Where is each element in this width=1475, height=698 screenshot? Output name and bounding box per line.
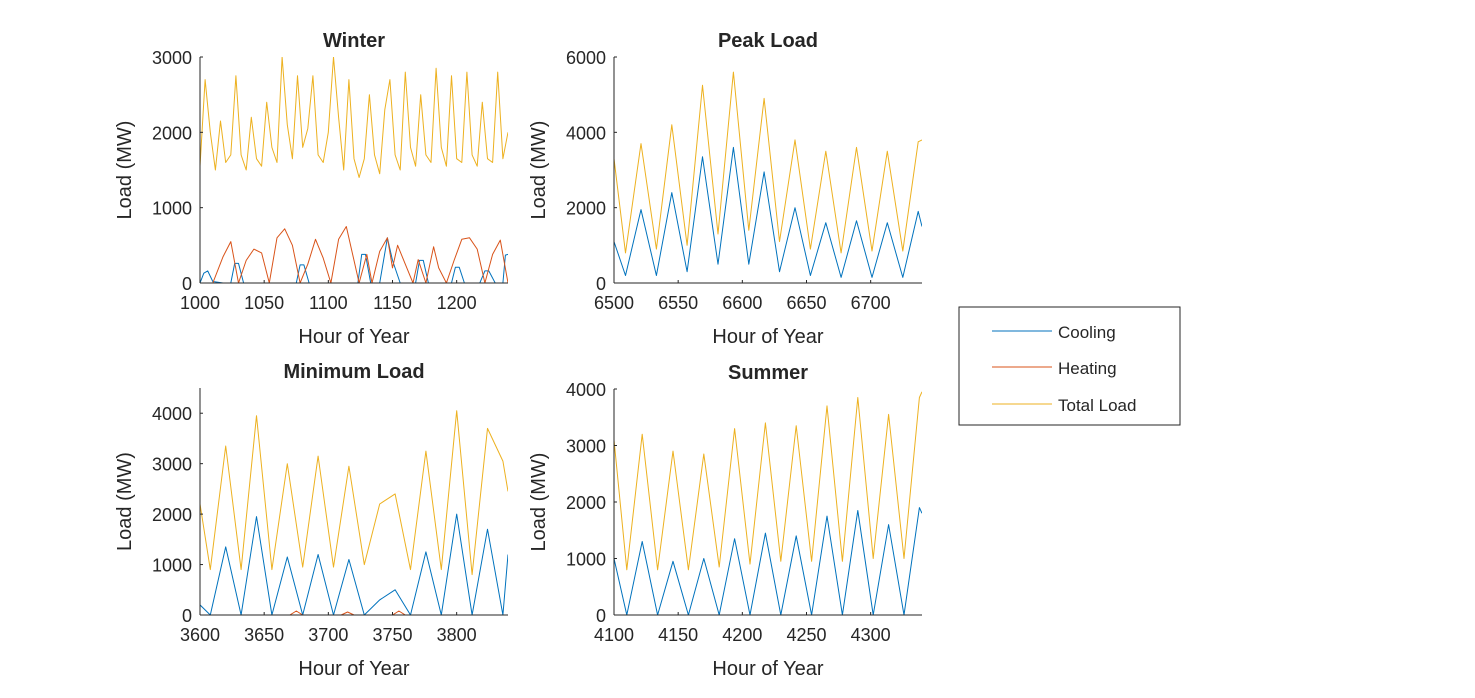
plot-area-peak-load	[614, 71, 922, 283]
x-tick-label-peak-load: 6600	[722, 293, 762, 313]
plot-area-winter	[200, 57, 508, 283]
x-tick-label-summer: 4200	[722, 625, 762, 645]
x-tick-label-minimum-load: 3650	[244, 625, 284, 645]
x-tick-label-summer: 4250	[786, 625, 826, 645]
y-tick-label-peak-load: 6000	[566, 48, 606, 68]
series-line-cooling-winter	[200, 237, 508, 283]
x-tick-label-winter: 1050	[244, 293, 284, 313]
subplot-title-peak-load: Peak Load	[718, 30, 818, 52]
y-tick-label-summer: 3000	[566, 437, 606, 457]
x-tick-label-minimum-load: 3750	[372, 625, 412, 645]
y-tick-label-minimum-load: 3000	[152, 455, 192, 475]
y-axis-label-minimum-load: Load (MW)	[114, 452, 136, 551]
x-tick-label-minimum-load: 3800	[437, 625, 477, 645]
legend-label-heating: Heating	[1058, 359, 1117, 378]
x-tick-label-summer: 4300	[851, 625, 891, 645]
x-tick-label-winter: 1000	[180, 293, 220, 313]
x-axis-label-peak-load: Hour of Year	[712, 326, 824, 348]
y-tick-label-summer: 2000	[566, 493, 606, 513]
plot-area-summer	[614, 391, 922, 615]
y-axis-label-summer: Load (MW)	[528, 453, 550, 552]
y-tick-label-peak-load: 2000	[566, 199, 606, 219]
x-axis-label-summer: Hour of Year	[712, 658, 824, 680]
y-tick-label-peak-load: 0	[596, 274, 606, 294]
subplot-peak-load: 6500 6550 6600 6650 6700 0 2000 4000 6000 Peak Lo…	[528, 30, 922, 348]
y-tick-label-winter: 1000	[152, 199, 192, 219]
x-tick-label-winter: 1150	[373, 293, 412, 313]
x-tick-label-winter: 1200	[437, 293, 477, 313]
x-tick-label-peak-load: 6700	[851, 293, 891, 313]
series-line-heating-winter	[200, 226, 508, 283]
y-tick-label-summer: 4000	[566, 380, 606, 400]
series-line-cooling-minimum-load	[200, 513, 508, 615]
plot-area-minimum-load	[200, 410, 508, 615]
y-tick-label-minimum-load: 1000	[152, 556, 192, 576]
x-axis-label-winter: Hour of Year	[298, 326, 410, 348]
x-tick-label-minimum-load: 3700	[308, 625, 348, 645]
series-line-heating-minimum-load	[200, 610, 508, 615]
x-tick-label-summer: 4150	[658, 625, 698, 645]
y-tick-label-winter: 3000	[152, 48, 192, 68]
y-tick-label-summer: 1000	[566, 550, 606, 570]
x-tick-label-winter: 1100	[309, 293, 348, 313]
series-line-total-load-minimum-load	[200, 410, 508, 576]
y-tick-label-minimum-load: 4000	[152, 404, 192, 424]
x-axis-label-minimum-load: Hour of Year	[298, 658, 410, 680]
y-tick-label-minimum-load: 0	[182, 606, 192, 626]
y-axis-label-winter: Load (MW)	[114, 121, 136, 220]
y-tick-label-winter: 0	[182, 274, 192, 294]
series-line-total-load-peak-load	[614, 71, 922, 254]
subplot-minimum-load: 3600 3650 3700 3750 3800 0 1000 2000 3000 4000 Min…	[114, 361, 508, 680]
y-tick-label-minimum-load: 2000	[152, 505, 192, 525]
subplot-summer: 4100 4150 4200 4250 4300 0 1000 2000 3000 4000 Sum…	[528, 362, 922, 680]
legend-box	[958, 306, 1181, 426]
subplot-title-winter: Winter	[323, 30, 385, 52]
x-tick-label-minimum-load: 3600	[180, 625, 220, 645]
subplot-title-summer: Summer	[728, 362, 808, 384]
y-tick-label-peak-load: 4000	[566, 123, 606, 143]
x-tick-label-summer: 4100	[594, 625, 634, 645]
y-tick-label-summer: 0	[596, 606, 606, 626]
series-line-total-load-winter	[200, 57, 508, 178]
legend-label-total-load: Total Load	[1058, 396, 1136, 415]
x-tick-label-peak-load: 6550	[658, 293, 698, 313]
series-line-cooling-summer	[614, 507, 922, 615]
y-tick-label-winter: 2000	[152, 123, 192, 143]
series-line-total-load-summer	[614, 391, 922, 571]
legend: Cooling Heating Total Load	[958, 306, 1181, 426]
x-tick-label-peak-load: 6500	[594, 293, 634, 313]
subplots-group: 1000 1050 1100 1150 12000100020003000WinterH…	[114, 30, 922, 680]
series-line-cooling-peak-load	[614, 146, 922, 278]
legend-label-cooling: Cooling	[1058, 323, 1116, 342]
subplot-winter: 1000 1050 1100 1150 12000100020003000WinterH…	[114, 30, 508, 348]
subplot-title-minimum-load: Minimum Load	[283, 361, 424, 383]
y-axis-label-peak-load: Load (MW)	[528, 121, 550, 220]
x-tick-label-peak-load: 6650	[786, 293, 826, 313]
